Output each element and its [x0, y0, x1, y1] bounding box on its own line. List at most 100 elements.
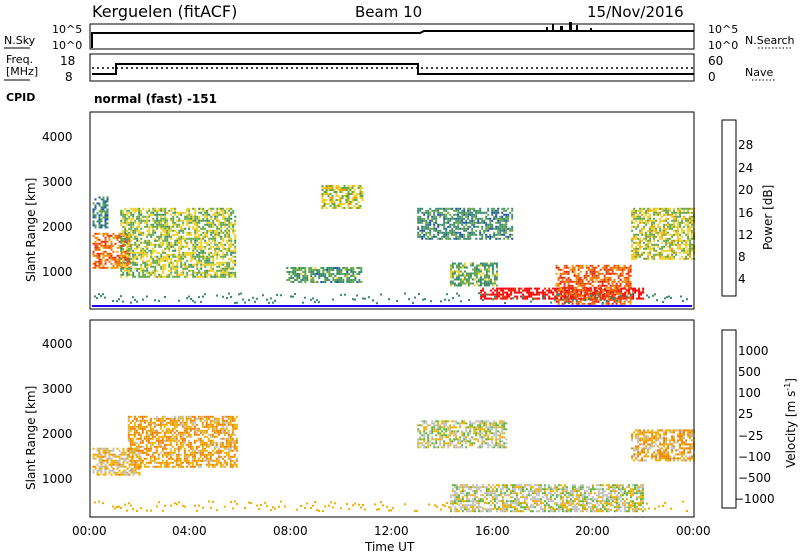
power-cell: [577, 292, 580, 295]
power-cell: [170, 261, 173, 264]
velocity-cell: [159, 461, 162, 464]
power-cell: [447, 231, 450, 234]
power-cell: [665, 229, 668, 232]
velocity-cell: [177, 431, 180, 434]
power-cell: [126, 265, 129, 268]
power-cell: [677, 229, 680, 232]
power-cell: [214, 235, 217, 238]
power-cell: [685, 249, 688, 252]
power-cell: [198, 275, 201, 278]
power-cell: [164, 251, 167, 254]
power-cell: [580, 297, 583, 300]
power-cell: [146, 215, 149, 218]
power-cell: [689, 241, 692, 244]
power-cell: [512, 287, 515, 290]
power-cell: [222, 267, 225, 270]
velocity-cell: [193, 439, 196, 442]
power-cell: [457, 209, 460, 212]
power-cell: [457, 284, 460, 287]
power-cell: [495, 274, 498, 277]
power-y-axis: 4000 3000 2000 1000: [42, 130, 73, 279]
power-cell: [156, 209, 159, 212]
power-cell: [146, 253, 149, 256]
power-cell: [633, 257, 636, 260]
velocity-cell: [139, 419, 142, 422]
power-cell: [128, 273, 131, 276]
power-cell: [138, 219, 141, 222]
power-cell: [623, 302, 626, 305]
power-cell: [624, 291, 627, 294]
velocity-cell: [207, 451, 210, 454]
power-cell: [459, 278, 462, 281]
power-cell: [351, 187, 354, 189]
power-cell: [120, 261, 123, 264]
velocity-cell: [183, 453, 186, 456]
velocity-cell: [159, 423, 162, 426]
power-cell: [228, 245, 231, 248]
power-cell: [417, 235, 420, 238]
power-cell: [433, 225, 436, 228]
velocity-cell: [141, 459, 144, 462]
power-cell: [653, 255, 656, 258]
velocity-cell: [203, 425, 206, 428]
velocity-cell: [183, 457, 186, 460]
power-cell: [154, 275, 157, 278]
power-cell: [617, 292, 620, 295]
velocity-cell: [118, 457, 121, 460]
power-cell: [228, 273, 231, 276]
power-cell: [577, 300, 580, 303]
velocity-cell: [104, 471, 107, 474]
power-cell: [130, 225, 133, 228]
power-cell: [318, 301, 320, 304]
power-cell: [691, 215, 694, 218]
power-cell: [607, 300, 610, 303]
power-cell: [440, 300, 442, 303]
power-cell: [208, 263, 211, 266]
power-cell: [94, 242, 97, 245]
power-cell: [493, 231, 496, 234]
power-cell: [595, 274, 598, 277]
power-cell: [376, 302, 378, 305]
power-cell: [479, 274, 482, 277]
power-cell: [335, 205, 338, 207]
velocity-cell: [183, 433, 186, 436]
power-cell: [677, 209, 680, 212]
power-cell: [361, 191, 364, 193]
power-cell: [186, 237, 189, 240]
power-cell: [224, 243, 227, 246]
power-cell: [336, 273, 339, 275]
power-cell: [659, 231, 662, 234]
power-cell: [635, 245, 638, 248]
power-cell: [202, 213, 205, 216]
power-cell: [691, 229, 694, 232]
power-cell: [292, 271, 295, 273]
power-cell: [361, 199, 364, 201]
power-cell: [508, 289, 511, 292]
velocity-cell: [213, 429, 216, 432]
power-cell: [621, 270, 624, 273]
power-cell: [473, 274, 476, 277]
velocity-cell: [139, 457, 142, 460]
power-cell: [449, 272, 452, 275]
power-cell: [485, 233, 488, 236]
power-cell: [180, 235, 183, 238]
power-cell: [150, 211, 153, 214]
power-cell: [106, 254, 109, 257]
power-cell: [348, 281, 351, 283]
power-cell: [180, 225, 183, 228]
velocity-cell: [169, 435, 172, 438]
velocity-cell: [199, 451, 202, 454]
power-cell: [593, 272, 596, 275]
velocity-cell: [161, 439, 164, 442]
power-cell: [473, 219, 476, 222]
power-cell: [548, 291, 551, 294]
power-cell: [222, 269, 225, 272]
power-cell: [194, 231, 197, 234]
velocity-cell: [145, 461, 148, 464]
power-cell: [158, 239, 161, 242]
power-cell: [226, 297, 228, 299]
power-cell: [573, 294, 576, 297]
power-cell: [619, 278, 622, 281]
velocity-cell: [127, 437, 130, 440]
power-cell: [202, 251, 205, 254]
